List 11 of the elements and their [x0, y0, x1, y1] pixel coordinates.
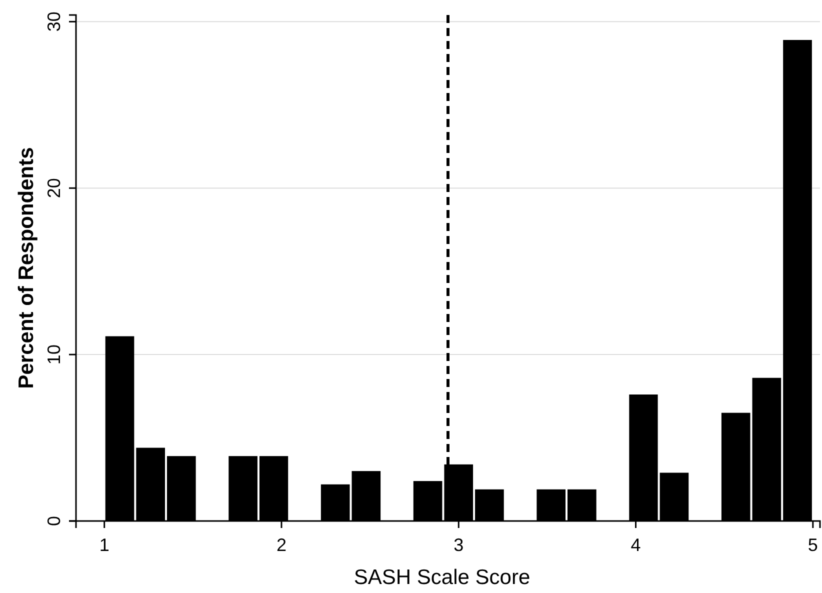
x-tick-label: 2 — [276, 534, 286, 555]
y-tick-label: 10 — [44, 344, 64, 365]
y-tick-label: 20 — [44, 178, 64, 198]
y-tick-label: 30 — [44, 12, 64, 32]
x-tick-label: 4 — [630, 534, 641, 555]
x-axis-title: SASH Scale Score — [354, 566, 530, 589]
y-tick-label: 0 — [44, 516, 64, 526]
y-axis-title: Percent of Respondents — [15, 147, 38, 389]
x-tick-label: 1 — [99, 534, 110, 555]
x-tick-label: 3 — [454, 534, 464, 555]
x-tick-label: 5 — [808, 534, 818, 555]
